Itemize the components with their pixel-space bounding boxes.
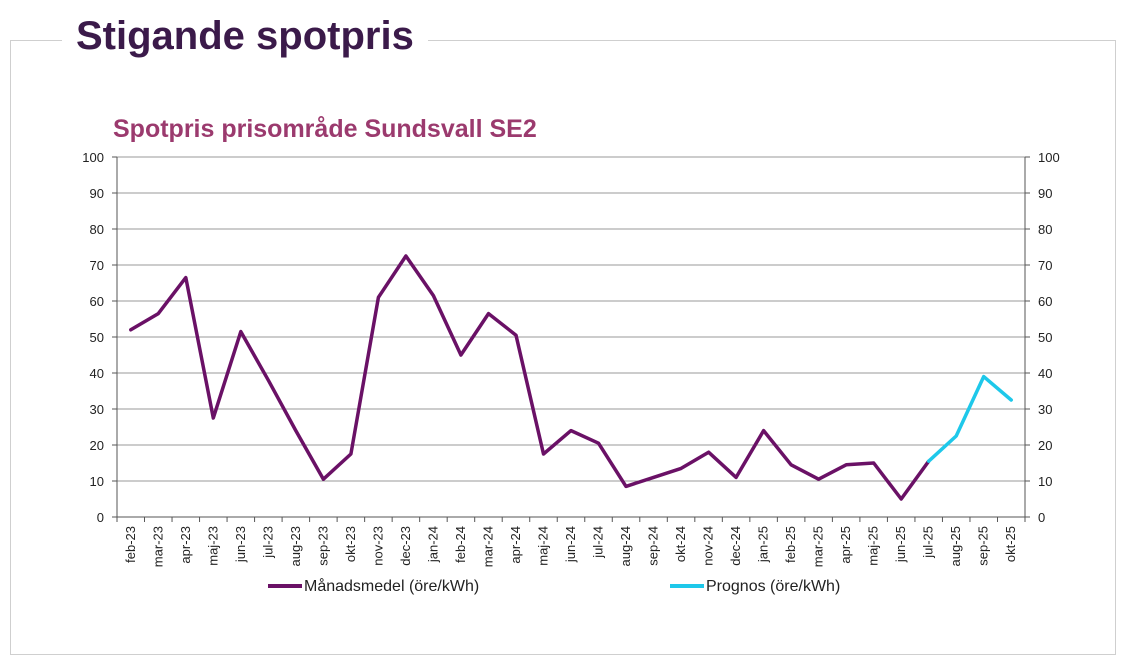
y-tick-label-left: 40: [90, 366, 104, 381]
x-tick-label: feb-24: [453, 526, 468, 563]
y-tick-label-left: 80: [90, 222, 104, 237]
x-tick-label: maj-25: [866, 526, 881, 566]
page-heading: Stigande spotpris: [62, 10, 428, 62]
x-tick-label: jul-24: [591, 526, 606, 559]
y-tick-label-left: 50: [90, 330, 104, 345]
x-tick-label: apr-25: [838, 526, 853, 564]
x-tick-label: jul-23: [260, 526, 275, 559]
x-tick-label: mar-24: [480, 526, 495, 567]
series-line-forecast: [926, 374, 1013, 463]
y-tick-label-right: 40: [1038, 366, 1052, 381]
x-tick-label: jul-25: [921, 526, 936, 559]
x-tick-label: sep-24: [646, 526, 661, 566]
y-tick-label-right: 70: [1038, 258, 1052, 273]
legend-label: Prognos (öre/kWh): [706, 578, 840, 595]
y-tick-label-left: 100: [82, 150, 104, 165]
x-tick-label: okt-25: [1003, 526, 1018, 562]
x-tick-label: dec-24: [728, 526, 743, 566]
y-tick-label-right: 10: [1038, 474, 1052, 489]
y-tick-label-left: 30: [90, 402, 104, 417]
x-tick-label: jun-23: [233, 526, 248, 563]
x-tick-label: jan-24: [425, 526, 440, 563]
x-tick-label: nov-24: [701, 526, 716, 566]
y-tick-label-right: 0: [1038, 510, 1045, 525]
y-tick-label-left: 60: [90, 294, 104, 309]
y-tick-label-right: 30: [1038, 402, 1052, 417]
x-tick-label: sep-25: [976, 526, 991, 566]
x-tick-label: feb-23: [123, 526, 138, 563]
y-tick-label-right: 60: [1038, 294, 1052, 309]
x-tick-label: mar-25: [811, 526, 826, 567]
y-tick-label-left: 10: [90, 474, 104, 489]
x-tick-label: feb-25: [783, 526, 798, 563]
x-tick-label: okt-23: [343, 526, 358, 562]
x-tick-label: jun-24: [563, 526, 578, 563]
series-line-actual: [129, 254, 931, 501]
x-tick-label: maj-24: [535, 526, 550, 566]
x-tick-label: mar-23: [150, 526, 165, 567]
y-tick-label-right: 50: [1038, 330, 1052, 345]
chart-frame: [10, 40, 1116, 655]
x-tick-label: aug-23: [288, 526, 303, 566]
y-tick-label-left: 70: [90, 258, 104, 273]
x-tick-label: apr-24: [508, 526, 523, 564]
x-tick-label: jun-25: [893, 526, 908, 563]
y-tick-label-right: 90: [1038, 186, 1052, 201]
x-tick-label: okt-24: [673, 526, 688, 562]
chart-title: Spotpris prisområde Sundsvall SE2: [113, 115, 537, 143]
legend-label: Månadsmedel (öre/kWh): [304, 577, 479, 595]
y-tick-label-right: 80: [1038, 222, 1052, 237]
y-tick-label-right: 20: [1038, 438, 1052, 453]
x-tick-label: maj-23: [205, 526, 220, 566]
x-tick-label: aug-24: [618, 526, 633, 566]
x-tick-label: apr-23: [178, 526, 193, 564]
y-tick-label-left: 20: [90, 438, 104, 453]
x-tick-label: sep-23: [315, 526, 330, 566]
y-tick-label-left: 90: [90, 186, 104, 201]
x-tick-label: aug-25: [948, 526, 963, 566]
y-tick-label-left: 0: [97, 510, 104, 525]
x-tick-label: dec-23: [398, 526, 413, 566]
x-tick-label: nov-23: [370, 526, 385, 566]
x-tick-label: jan-25: [756, 526, 771, 563]
y-tick-label-right: 100: [1038, 150, 1060, 165]
